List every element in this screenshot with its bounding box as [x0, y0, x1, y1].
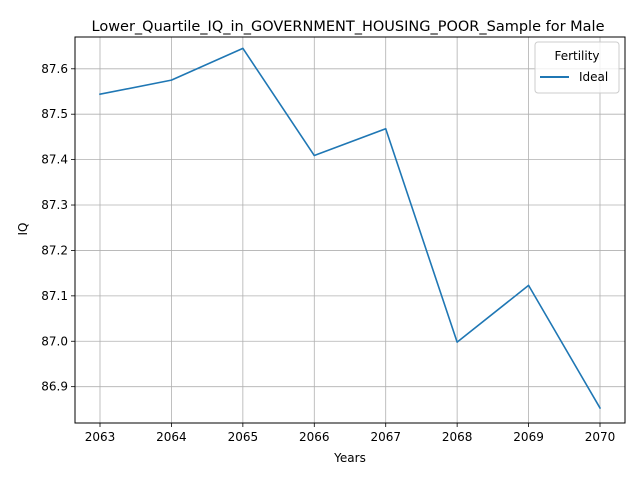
x-axis: 2063 2064 2065 2066 2067 2068 2069 2070 [85, 423, 616, 444]
legend-label-ideal: Ideal [579, 70, 608, 84]
legend: Fertility Ideal [534, 41, 620, 94]
x-tick-label: 2064 [156, 430, 187, 444]
x-tick-label: 2066 [299, 430, 330, 444]
y-tick-label: 87.6 [41, 62, 68, 76]
y-tick-label: 86.9 [41, 380, 68, 394]
x-tick-label: 2063 [85, 430, 116, 444]
series-layer [99, 47, 602, 410]
plot-frame [74, 36, 626, 424]
series-line-ideal [99, 47, 602, 410]
y-tick-label: 87.3 [41, 198, 68, 212]
x-tick-label: 2067 [370, 430, 401, 444]
y-tick-label: 87.0 [41, 334, 68, 348]
x-axis-label: Years [333, 451, 366, 465]
x-tick-label: 2069 [513, 430, 544, 444]
y-tick-label: 87.1 [41, 289, 68, 303]
legend-box [534, 41, 620, 94]
y-tick-label: 87.4 [41, 153, 68, 167]
legend-title: Fertility [554, 49, 599, 63]
grid [75, 37, 625, 423]
y-axis: 86.9 87.0 87.1 87.2 87.3 87.4 87.5 87.6 [41, 62, 75, 394]
x-tick-label: 2065 [228, 430, 259, 444]
y-tick-label: 87.5 [41, 107, 68, 121]
y-tick-label: 87.2 [41, 243, 68, 257]
x-tick-label: 2068 [442, 430, 473, 444]
y-axis-label: IQ [16, 223, 30, 236]
chart-title: Lower_Quartile_IQ_in_GOVERNMENT_HOUSING_… [92, 19, 605, 35]
x-tick-label: 2070 [585, 430, 616, 444]
